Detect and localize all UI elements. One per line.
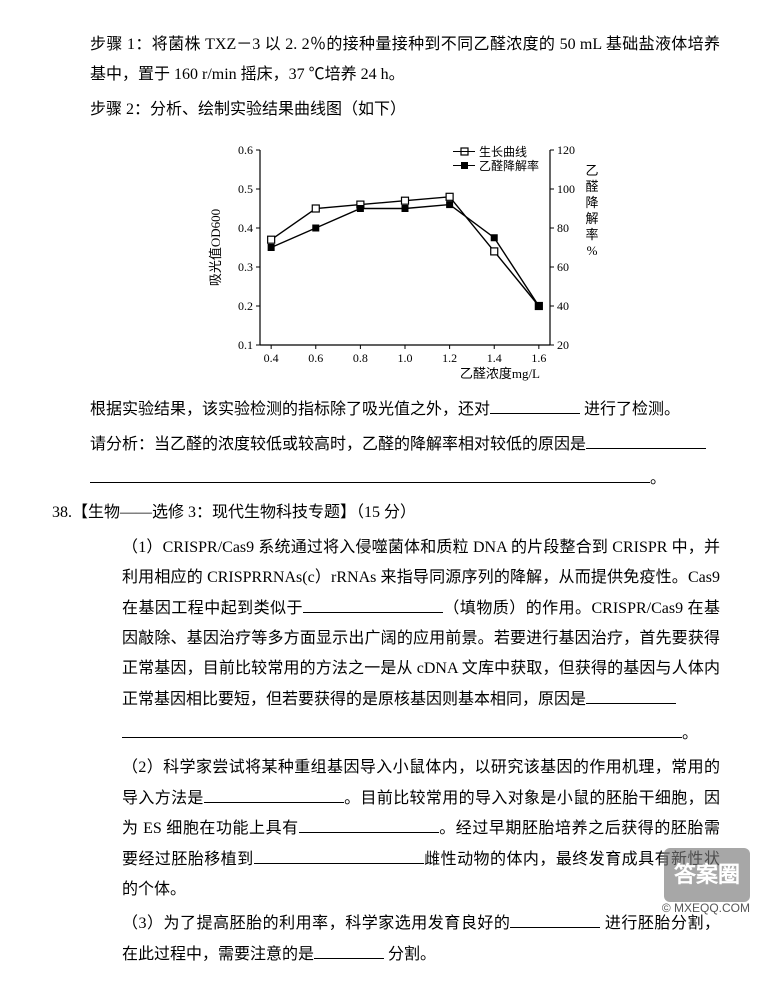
blank-stage bbox=[510, 911, 600, 928]
q38-1: （1）CRISPR/Cas9 系统通过将入侵噬菌体和质粒 DNA 的片段整合到 … bbox=[122, 533, 720, 715]
svg-text:1.0: 1.0 bbox=[398, 351, 413, 365]
svg-text:120: 120 bbox=[557, 143, 575, 157]
svg-text:80: 80 bbox=[557, 221, 569, 235]
q38-2: （2）科学家尝试将某种重组基因导入小鼠体内，以研究该基因的作用机理，常用的导入方… bbox=[122, 753, 720, 905]
after-chart-line2: 请分析：当乙醛的浓度较低或较高时，乙醛的降解率相对较低的原因是 bbox=[90, 430, 720, 460]
q38-heading: 38.【生物——选修 3：现代生物科技专题】（15 分） bbox=[52, 498, 720, 528]
blank-reason2-cont bbox=[122, 721, 682, 738]
svg-text:降: 降 bbox=[585, 195, 598, 210]
svg-text:吸光值OD600: 吸光值OD600 bbox=[208, 209, 223, 286]
text: （3）为了提高胚胎的利用率，科学家选用发育良好的 bbox=[122, 915, 510, 932]
text: 进行了检测。 bbox=[584, 401, 680, 418]
svg-text:0.6: 0.6 bbox=[308, 351, 323, 365]
svg-text:1.4: 1.4 bbox=[487, 351, 502, 365]
svg-text:0.3: 0.3 bbox=[238, 260, 253, 274]
answer-logo: 答案圈 bbox=[664, 848, 750, 902]
svg-text:0.1: 0.1 bbox=[238, 338, 253, 352]
text: 根据实验结果，该实验检测的指标除了吸光值之外，还对 bbox=[90, 401, 490, 418]
svg-text:0.4: 0.4 bbox=[264, 351, 279, 365]
svg-text:0.2: 0.2 bbox=[238, 299, 253, 313]
answer-url: © MXEQQ.COM bbox=[662, 897, 750, 920]
svg-text:%: % bbox=[587, 243, 598, 258]
blank-reason bbox=[586, 432, 706, 449]
svg-text:0.4: 0.4 bbox=[238, 221, 253, 235]
q38-3: （3）为了提高胚胎的利用率，科学家选用发育良好的 进行胚胎分割，在此过程中，需要… bbox=[122, 909, 720, 970]
svg-text:1.6: 1.6 bbox=[531, 351, 546, 365]
svg-text:100: 100 bbox=[557, 182, 575, 196]
svg-text:率: 率 bbox=[585, 227, 598, 242]
blank-function bbox=[299, 816, 439, 833]
blank-indicator bbox=[490, 397, 580, 414]
text: 分割。 bbox=[388, 946, 436, 963]
blank-note bbox=[314, 942, 384, 959]
step1-text: 步骤 1：将菌株 TXZ－3 以 2. 2％的接种量接种到不同乙醛浓度的 50 … bbox=[90, 30, 720, 91]
svg-text:乙醛浓度mg/L: 乙醛浓度mg/L bbox=[460, 366, 540, 381]
after-chart-line1: 根据实验结果，该实验检测的指标除了吸光值之外，还对 进行了检测。 bbox=[90, 395, 720, 425]
chart-container: 0.1 0.2 0.3 0.4 0.5 0.6 20 40 60 80 100 120 0.4 0.6 0.… bbox=[90, 135, 720, 385]
svg-text:20: 20 bbox=[557, 338, 569, 352]
svg-text:解: 解 bbox=[585, 211, 598, 226]
blank-recipient bbox=[254, 847, 424, 864]
q38-1-cont: 。 bbox=[122, 719, 720, 749]
svg-text:乙醛降解率: 乙醛降解率 bbox=[479, 158, 539, 173]
svg-text:醛: 醛 bbox=[585, 179, 598, 194]
after-chart-line3: 。 bbox=[90, 464, 720, 494]
blank-method bbox=[204, 786, 344, 803]
svg-text:0.6: 0.6 bbox=[238, 143, 253, 157]
svg-text:乙: 乙 bbox=[585, 163, 598, 178]
blank-reason2 bbox=[586, 687, 676, 704]
svg-text:60: 60 bbox=[557, 260, 569, 274]
svg-text:生长曲线: 生长曲线 bbox=[479, 145, 527, 159]
svg-text:40: 40 bbox=[557, 299, 569, 313]
line-chart: 0.1 0.2 0.3 0.4 0.5 0.6 20 40 60 80 100 120 0.4 0.6 0.… bbox=[200, 135, 610, 385]
svg-text:1.2: 1.2 bbox=[442, 351, 457, 365]
step2-text: 步骤 2：分析、绘制实验结果曲线图（如下） bbox=[90, 95, 720, 125]
svg-text:0.5: 0.5 bbox=[238, 182, 253, 196]
text: 。 bbox=[682, 725, 698, 742]
blank-cas9 bbox=[303, 596, 443, 613]
text: 。 bbox=[650, 470, 666, 487]
text: 请分析：当乙醛的浓度较低或较高时，乙醛的降解率相对较低的原因是 bbox=[90, 436, 586, 453]
svg-text:0.8: 0.8 bbox=[353, 351, 368, 365]
blank-reason-cont bbox=[90, 466, 650, 483]
